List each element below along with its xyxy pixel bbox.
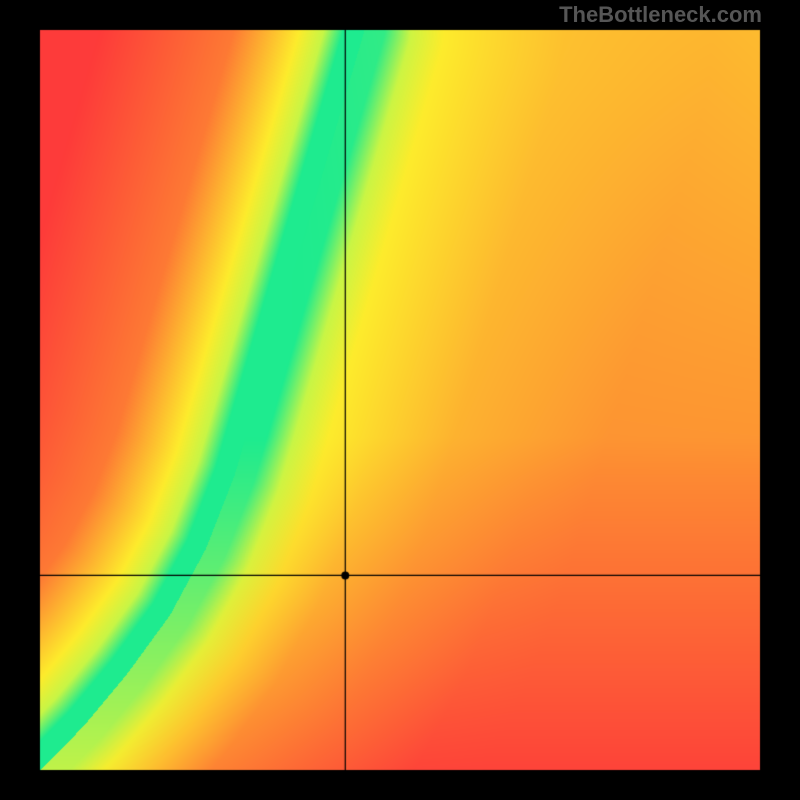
chart-container: TheBottleneck.com bbox=[0, 0, 800, 800]
heatmap-canvas bbox=[0, 0, 800, 800]
watermark-text: TheBottleneck.com bbox=[559, 2, 762, 28]
